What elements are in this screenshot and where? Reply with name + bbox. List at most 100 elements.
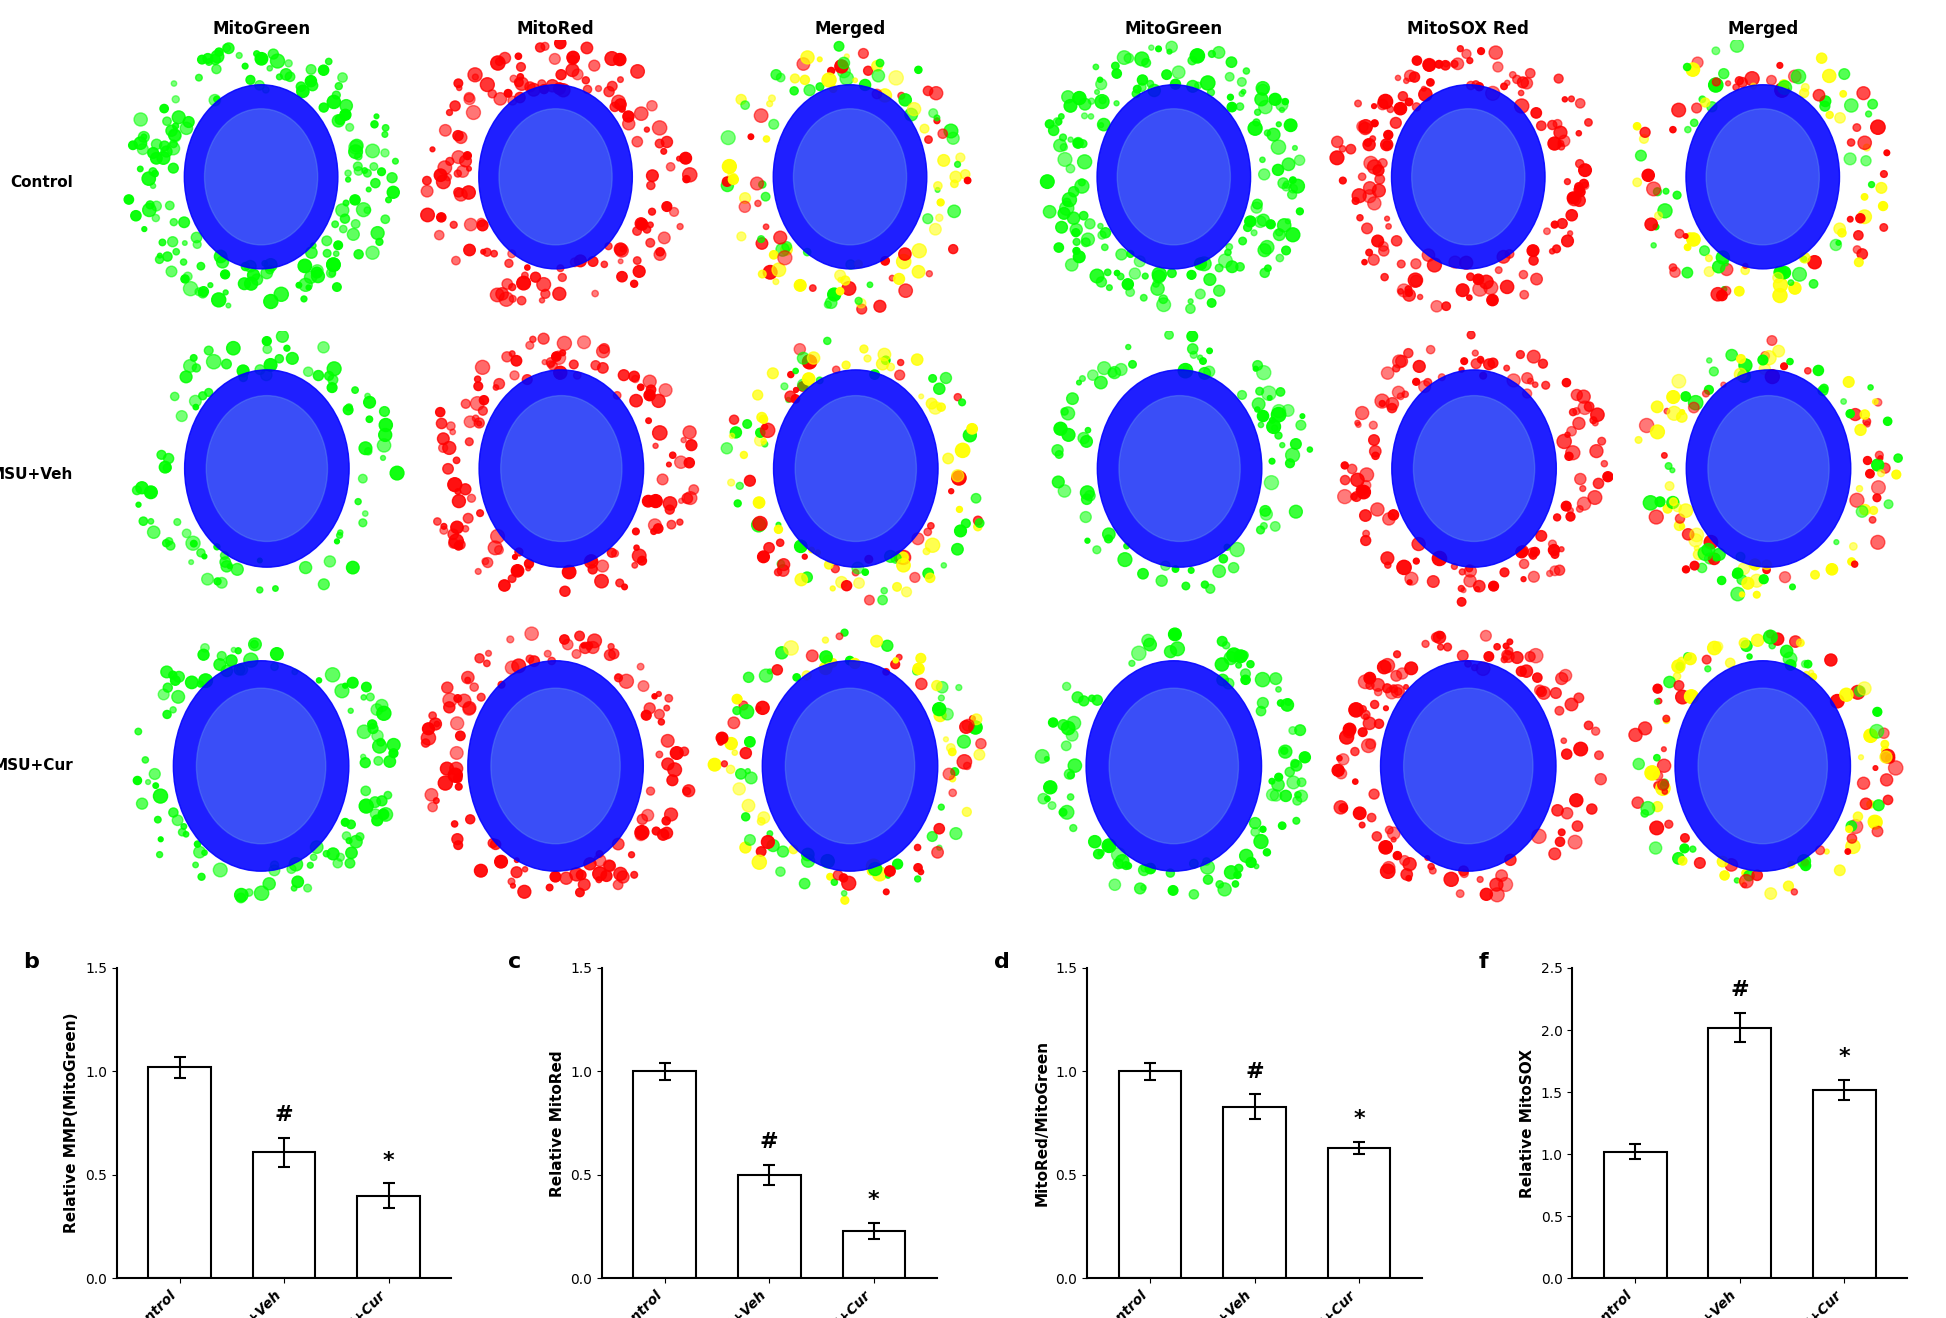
Circle shape	[638, 556, 646, 565]
Circle shape	[1171, 66, 1185, 79]
Circle shape	[364, 448, 372, 455]
Circle shape	[1506, 639, 1512, 645]
Circle shape	[1279, 178, 1288, 188]
Circle shape	[800, 878, 810, 888]
Circle shape	[531, 273, 541, 282]
Circle shape	[1088, 695, 1096, 701]
Circle shape	[1068, 212, 1080, 224]
Circle shape	[1742, 883, 1748, 887]
Circle shape	[333, 283, 341, 291]
Circle shape	[757, 846, 767, 857]
Circle shape	[656, 692, 662, 696]
Circle shape	[1164, 646, 1177, 658]
Circle shape	[323, 850, 329, 857]
Circle shape	[360, 799, 374, 813]
Circle shape	[1372, 679, 1384, 691]
Circle shape	[860, 345, 868, 353]
Circle shape	[537, 80, 545, 87]
Circle shape	[541, 290, 551, 298]
Circle shape	[1514, 99, 1530, 113]
Circle shape	[387, 186, 399, 198]
Circle shape	[1598, 438, 1605, 445]
Circle shape	[765, 543, 775, 554]
Circle shape	[475, 865, 486, 876]
Circle shape	[1372, 235, 1384, 246]
Circle shape	[1197, 257, 1210, 270]
Circle shape	[776, 74, 784, 82]
Circle shape	[928, 402, 942, 414]
Circle shape	[1535, 685, 1545, 695]
Circle shape	[792, 394, 800, 403]
Circle shape	[634, 217, 646, 229]
Circle shape	[525, 627, 539, 641]
Circle shape	[1712, 548, 1726, 560]
Circle shape	[1187, 331, 1197, 341]
Circle shape	[1662, 452, 1668, 459]
Circle shape	[928, 374, 936, 382]
Circle shape	[843, 876, 856, 890]
Circle shape	[1640, 134, 1648, 144]
Circle shape	[609, 648, 619, 659]
Circle shape	[1417, 294, 1423, 299]
Circle shape	[798, 380, 810, 390]
Circle shape	[955, 684, 961, 691]
Circle shape	[422, 722, 434, 734]
Circle shape	[1436, 61, 1442, 69]
Circle shape	[1393, 386, 1405, 398]
Circle shape	[494, 92, 506, 105]
Circle shape	[235, 894, 245, 903]
Circle shape	[708, 758, 722, 771]
Circle shape	[1720, 382, 1726, 387]
Circle shape	[1551, 805, 1563, 816]
Circle shape	[944, 737, 948, 742]
Circle shape	[1226, 57, 1238, 67]
Circle shape	[913, 532, 924, 544]
Circle shape	[1389, 685, 1397, 692]
Circle shape	[893, 859, 903, 869]
Circle shape	[634, 829, 646, 841]
Circle shape	[1870, 120, 1886, 134]
Circle shape	[1537, 121, 1545, 130]
Circle shape	[263, 87, 269, 94]
Circle shape	[1078, 179, 1086, 186]
Circle shape	[1368, 813, 1376, 822]
Circle shape	[189, 395, 200, 407]
Circle shape	[214, 544, 220, 550]
Circle shape	[1855, 685, 1864, 696]
Circle shape	[1759, 575, 1769, 584]
Circle shape	[843, 282, 856, 295]
Circle shape	[1043, 206, 1057, 217]
Circle shape	[605, 243, 613, 249]
Circle shape	[1413, 378, 1421, 385]
Circle shape	[1786, 358, 1792, 365]
Circle shape	[557, 336, 572, 351]
Circle shape	[1166, 331, 1173, 339]
Circle shape	[436, 418, 448, 428]
Circle shape	[1045, 796, 1051, 801]
Circle shape	[1354, 100, 1362, 107]
Circle shape	[378, 796, 387, 805]
Circle shape	[557, 70, 566, 79]
Circle shape	[1115, 364, 1127, 376]
Circle shape	[776, 243, 790, 256]
Circle shape	[163, 453, 173, 464]
Circle shape	[734, 706, 741, 714]
Circle shape	[1356, 121, 1368, 132]
Circle shape	[926, 538, 940, 552]
Circle shape	[919, 394, 924, 399]
Circle shape	[1195, 289, 1205, 299]
Circle shape	[843, 361, 850, 369]
Ellipse shape	[1391, 84, 1545, 269]
Circle shape	[1872, 399, 1878, 405]
Circle shape	[350, 195, 360, 204]
Circle shape	[1683, 63, 1691, 71]
Circle shape	[1467, 82, 1475, 90]
Circle shape	[1847, 840, 1860, 854]
Circle shape	[839, 874, 848, 882]
Circle shape	[1413, 558, 1419, 564]
Circle shape	[1874, 766, 1878, 770]
Circle shape	[915, 863, 922, 871]
Circle shape	[372, 704, 383, 716]
Circle shape	[636, 663, 644, 670]
Circle shape	[1532, 829, 1545, 844]
